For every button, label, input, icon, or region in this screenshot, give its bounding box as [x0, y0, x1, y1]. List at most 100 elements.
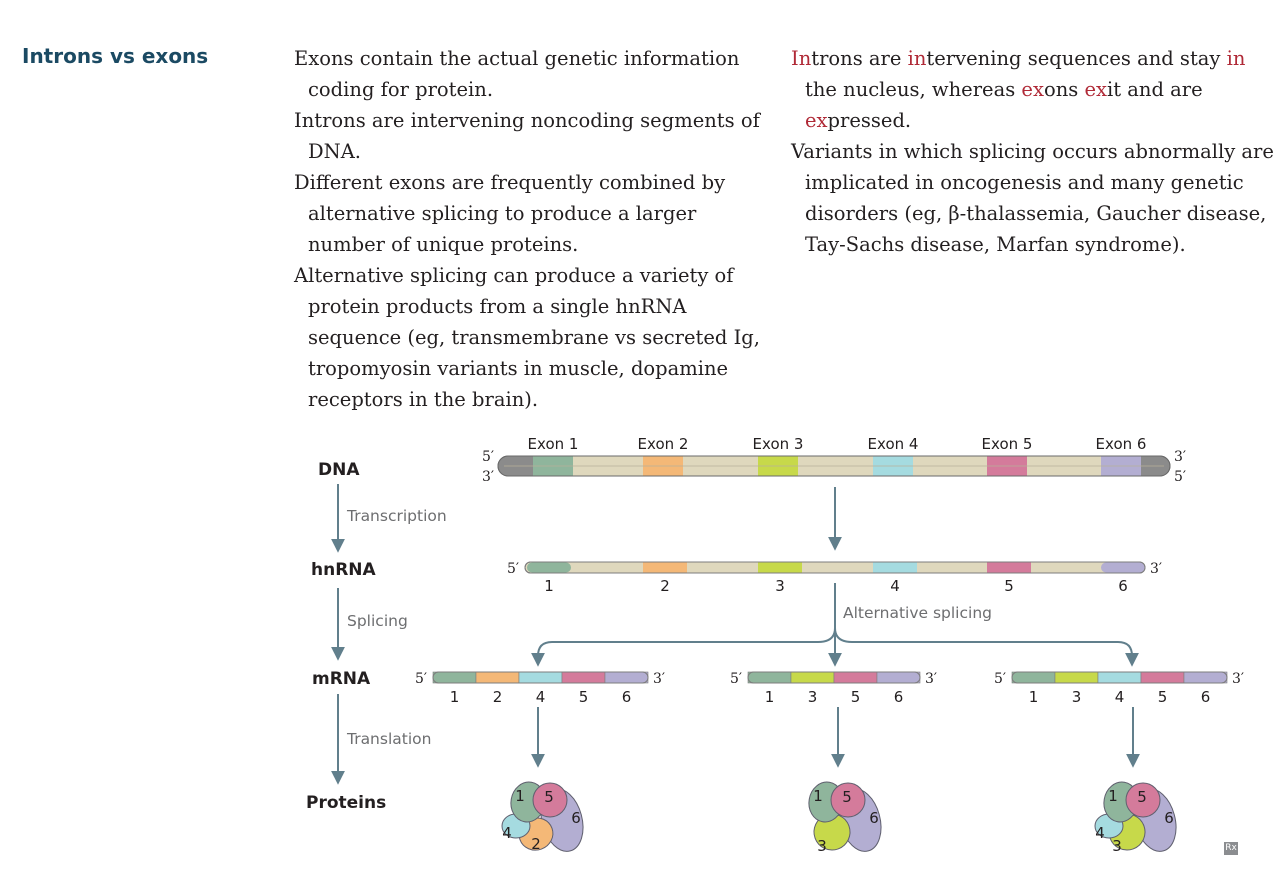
- mrna-3-exon-number-1: 1: [1029, 688, 1039, 706]
- mnemonic-text: pressed.: [827, 109, 912, 132]
- right-text-column: Introns are intervening sequences and st…: [791, 43, 1276, 260]
- branch-right: [834, 627, 1139, 667]
- mrna-2-exon-5: [833, 671, 878, 684]
- mrna-1-outline: [432, 671, 649, 684]
- mnemonic-highlight: In: [791, 47, 812, 70]
- hnrna-intron: [524, 561, 1146, 574]
- mnemonic-text: trons are: [811, 47, 908, 70]
- mrna-3-exon-number-6: 6: [1201, 688, 1211, 706]
- mrna-2-outline: [747, 671, 921, 684]
- hnrna-5prime: 5′: [507, 561, 519, 577]
- hnrna-3prime: 3′: [1150, 561, 1162, 577]
- process-label-splicing: Splicing: [347, 612, 408, 630]
- stage-label-dna: DNA: [318, 460, 360, 480]
- mnemonic-highlight: in: [907, 47, 927, 70]
- mrna-3-exon-3: [1054, 671, 1099, 684]
- mrna-2-3prime: 3′: [925, 671, 937, 687]
- mrna-variant-1: 1 2 4 5 6 5′ 3′: [415, 671, 665, 706]
- paragraph-introns: Introns are intervening noncoding segmen…: [294, 109, 760, 163]
- protein-3-subunit-5: [1125, 782, 1161, 818]
- left-text-column: Exons contain the actual genetic informa…: [294, 43, 779, 415]
- mrna-1-exon-number-2: 2: [493, 688, 503, 706]
- mrna-2-exon-number-5: 5: [851, 688, 861, 706]
- dna-5prime-top: 5′: [482, 449, 494, 465]
- exon-label-6: Exon 6: [1096, 435, 1147, 453]
- exon-label-1: Exon 1: [528, 435, 579, 453]
- mrna-3-5prime: 5′: [994, 671, 1006, 687]
- mrna-variant-2: 1 3 5 6 5′ 3′: [730, 671, 937, 706]
- mrna-3-outline: [1011, 671, 1228, 684]
- dna-5prime-bottom: 5′: [1174, 469, 1186, 485]
- hnrna-exon-number-2: 2: [660, 577, 670, 595]
- stage-label-mrna: mRNA: [312, 669, 371, 689]
- mrna-1-exon-number-1: 1: [450, 688, 460, 706]
- protein-2-label-6: 6: [869, 809, 879, 827]
- paragraph-variants: Variants in which splicing occurs abnorm…: [791, 140, 1274, 256]
- mrna-1-exon-1: [432, 671, 477, 684]
- mrna-1-exon-4: [518, 671, 563, 684]
- protein-2-label-5: 5: [842, 788, 852, 806]
- process-label-alternative-splicing: Alternative splicing: [843, 604, 992, 622]
- mrna-1-exon-5: [561, 671, 606, 684]
- mrna-3-exon-6: [1183, 671, 1228, 684]
- protein-2-subunit-5: [830, 782, 866, 818]
- mnemonic-text: it and are: [1107, 78, 1203, 101]
- mrna-2-exon-6: [876, 671, 921, 684]
- hnrna-exon-2: [643, 562, 687, 573]
- mrna-1-exon-number-5: 5: [579, 688, 589, 706]
- rx-badge: Rx: [1224, 842, 1238, 855]
- hnrna-exon-1: [527, 562, 571, 573]
- protein-3: 6 34 1 5: [1094, 781, 1177, 855]
- hnrna-exon-number-1: 1: [544, 577, 554, 595]
- mnemonic-text: tervening sequences and stay: [926, 47, 1227, 70]
- protein-1-label-4: 4: [502, 824, 512, 842]
- mrna-3-exon-5: [1140, 671, 1185, 684]
- protein-1: 6 2 4 1 5: [501, 781, 584, 853]
- mrna-3-exon-1: [1011, 671, 1056, 684]
- branch-left: [531, 583, 836, 667]
- hnrna-outline: [524, 561, 1146, 574]
- protein-1-label-1: 1: [515, 787, 525, 805]
- mrna-1-exon-number-6: 6: [622, 688, 632, 706]
- process-label-translation: Translation: [346, 730, 431, 748]
- mrna-3-3prime: 3′: [1232, 671, 1244, 687]
- mrna-2-exon-number-1: 1: [765, 688, 775, 706]
- mnemonic-text: ons: [1043, 78, 1085, 101]
- exon-label-2: Exon 2: [638, 435, 689, 453]
- mrna-1-exon-6: [604, 671, 649, 684]
- hnrna-exon-number-5: 5: [1004, 577, 1014, 595]
- mrna-2-exon-1: [747, 671, 792, 684]
- mnemonic-highlight: ex: [1021, 78, 1044, 101]
- dna-3prime-top: 3′: [1174, 449, 1186, 465]
- mnemonic-highlight: ex: [1084, 78, 1108, 101]
- dna-strand: Exon 1 Exon 2 Exon 3 Exon 4 Exon 5 Exon 6 5′ 3′…: [482, 435, 1186, 485]
- mrna-1-5prime: 5′: [415, 671, 427, 687]
- dna-3prime-bottom: 3′: [482, 469, 494, 485]
- mrna-3-exon-4: [1097, 671, 1142, 684]
- mnemonic-text: the nucleus, whereas: [805, 78, 1022, 101]
- mrna-3-exon-number-3: 3: [1072, 688, 1082, 706]
- protein-1-subunit-5: [532, 782, 568, 818]
- paragraph-combined-exons: Different exons are frequently combined …: [294, 171, 726, 256]
- hnrna-exon-6: [1101, 562, 1145, 573]
- protein-3-label-6: 6: [1164, 809, 1174, 827]
- mrna-2-exon-number-3: 3: [808, 688, 818, 706]
- hnrna-exon-number-3: 3: [775, 577, 785, 595]
- mrna-2-exon-3: [790, 671, 835, 684]
- mrna-2-exon-number-6: 6: [894, 688, 904, 706]
- protein-3-label-5: 5: [1137, 788, 1147, 806]
- hnrna-exon-number-4: 4: [890, 577, 900, 595]
- protein-2: 6 3 1 5: [808, 781, 882, 855]
- mrna-1-exon-number-4: 4: [536, 688, 546, 706]
- mrna-3-exon-number-5: 5: [1158, 688, 1168, 706]
- stage-label-hnrna: hnRNA: [311, 560, 377, 580]
- exon-label-3: Exon 3: [753, 435, 804, 453]
- mrna-variant-3: 1 3 4 5 6 5′ 3′: [994, 671, 1244, 706]
- mrna-1-3prime: 3′: [653, 671, 665, 687]
- stage-label-proteins: Proteins: [306, 793, 386, 813]
- exon-label-5: Exon 5: [982, 435, 1033, 453]
- protein-3-label-3: 3: [1112, 837, 1122, 855]
- paragraph-alternative-splicing: Alternative splicing can produce a varie…: [294, 264, 760, 411]
- mrna-3-exon-number-4: 4: [1115, 688, 1125, 706]
- protein-3-label-1: 1: [1108, 787, 1118, 805]
